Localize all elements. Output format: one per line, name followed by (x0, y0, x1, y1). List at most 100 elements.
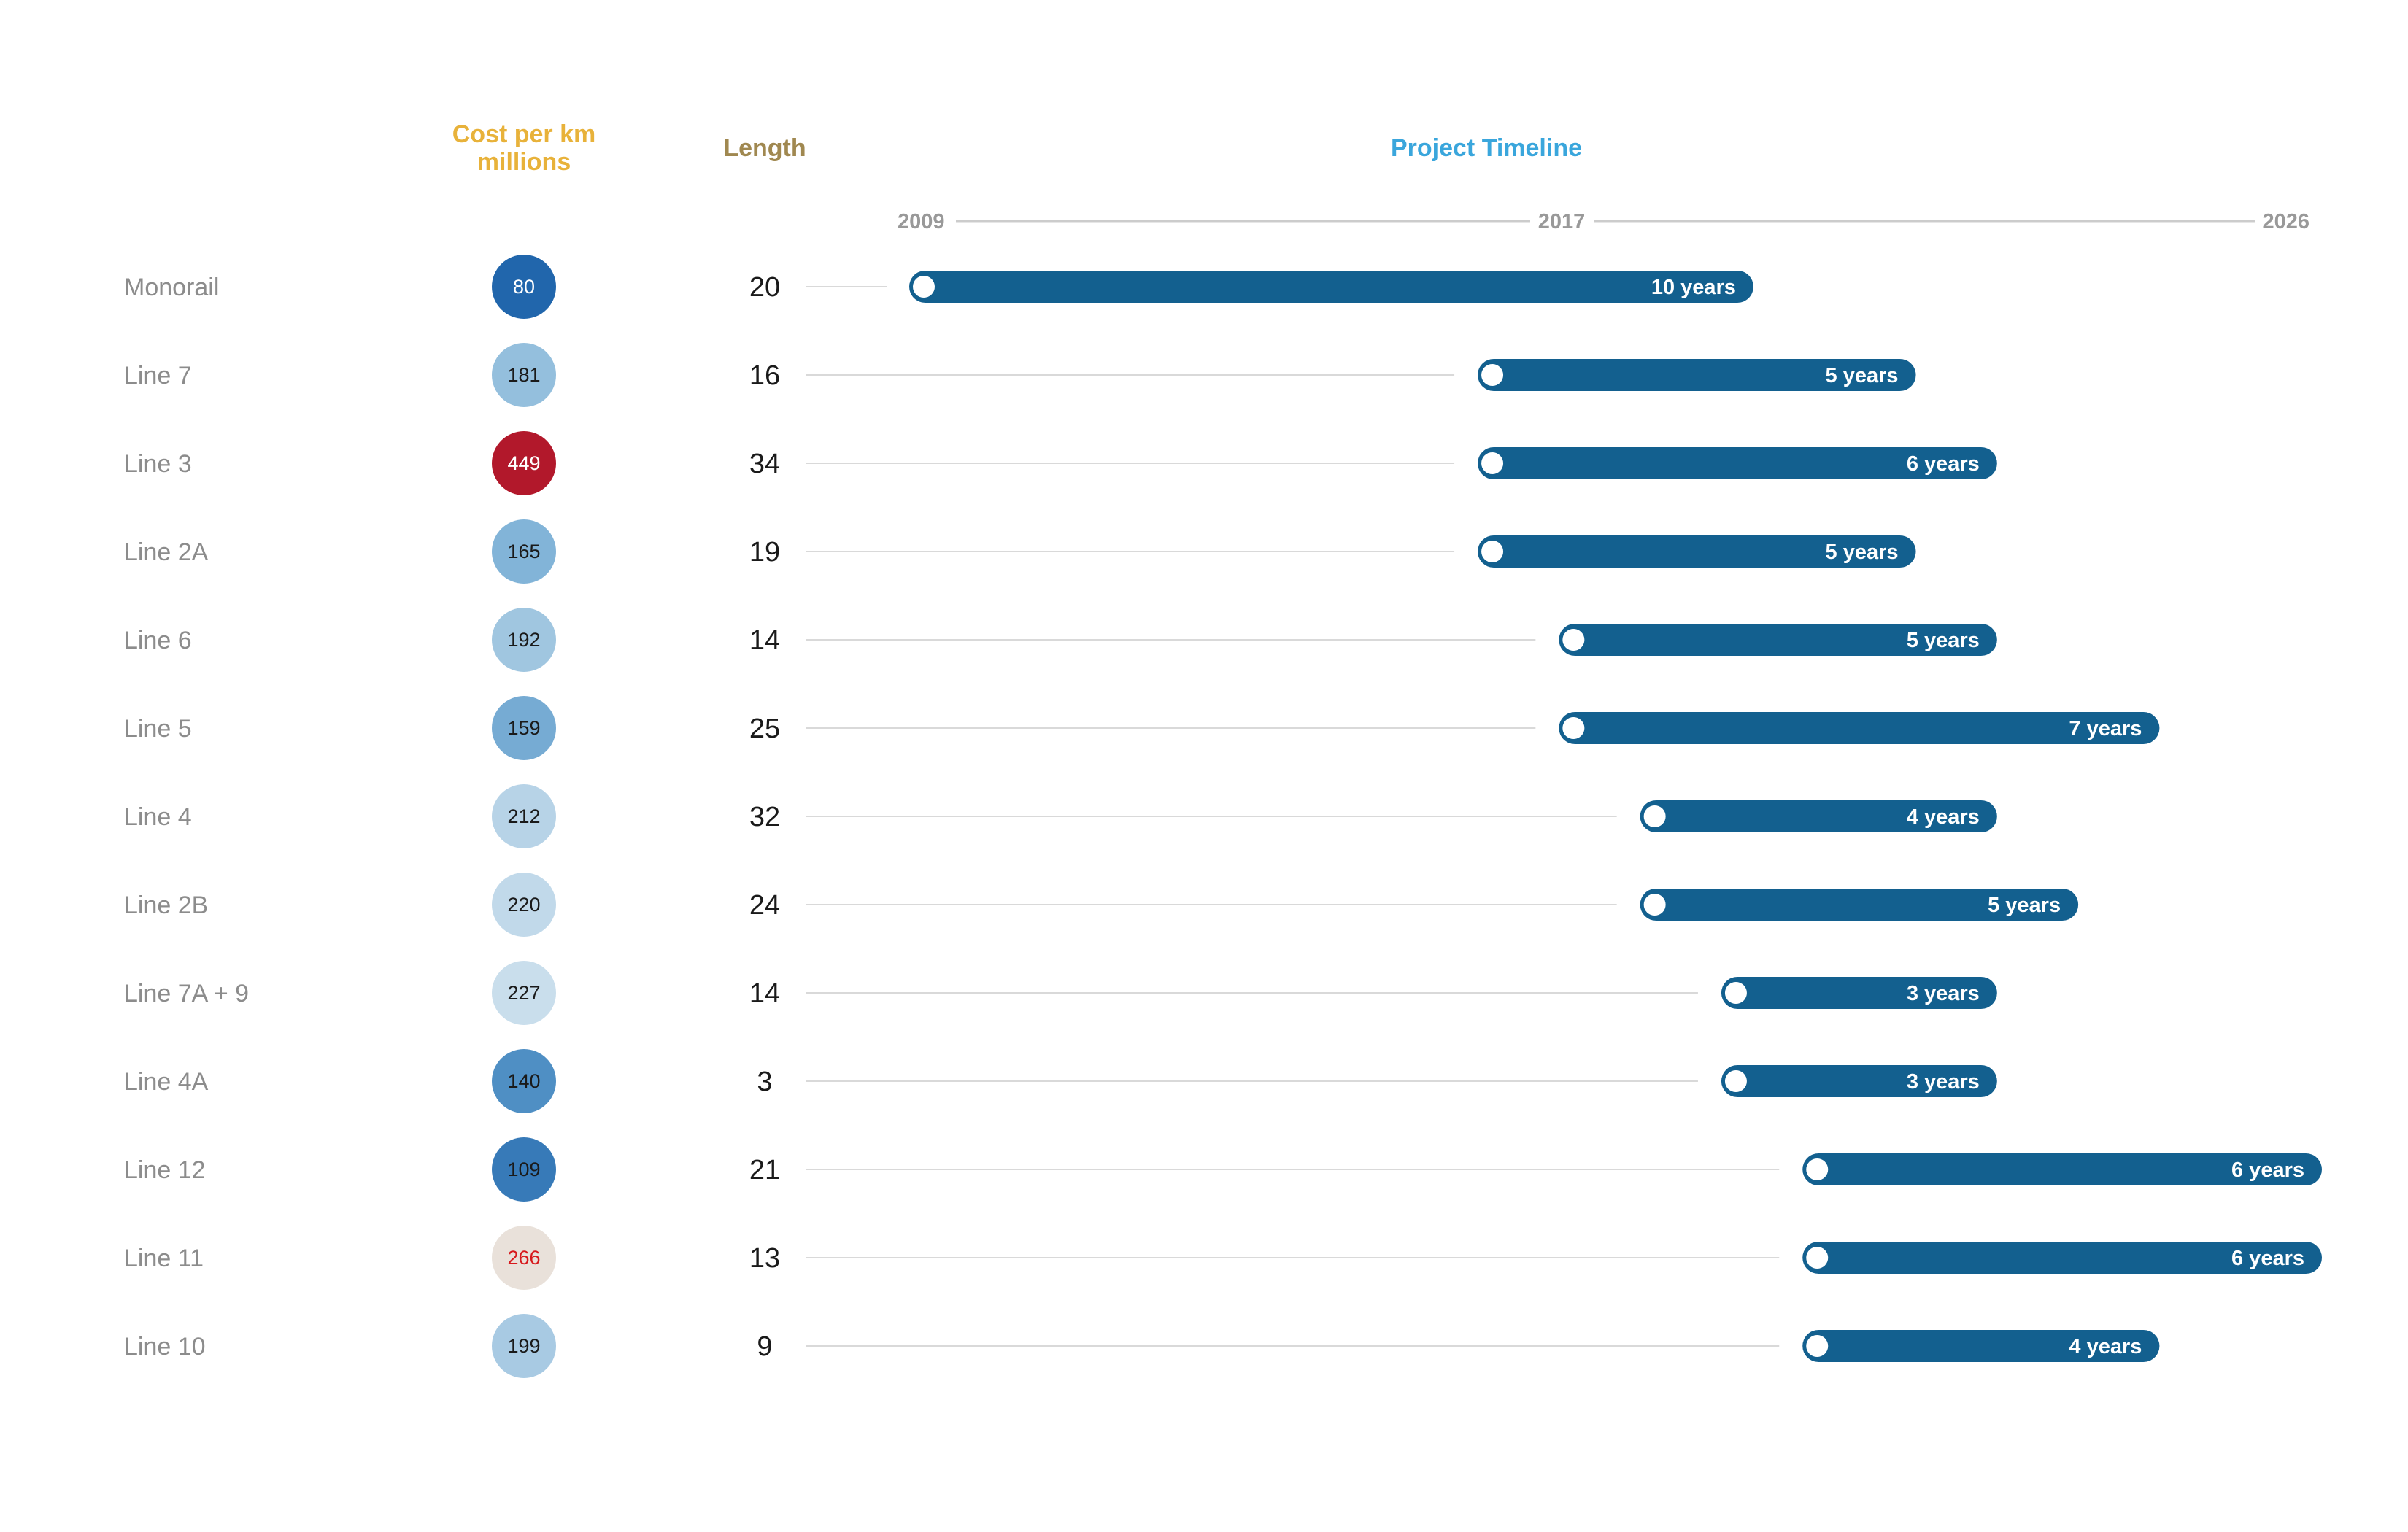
cost-value: 181 (507, 364, 540, 386)
start-marker (1806, 1335, 1829, 1357)
duration-label: 4 years (1907, 805, 1980, 829)
start-marker (1643, 805, 1666, 827)
length-header: Length (723, 134, 806, 162)
row-label: Line 11 (124, 1245, 204, 1272)
timeline-bar (1478, 359, 1916, 391)
cost-circle (492, 343, 556, 407)
duration-label: 3 years (1907, 982, 1980, 1005)
table-row: Line 6 192 14 5 years (124, 608, 1997, 672)
duration-label: 5 years (1826, 541, 1899, 564)
row-label: Line 2A (124, 538, 209, 566)
cost-circle (492, 873, 556, 937)
table-row: Line 11 266 13 6 years (124, 1226, 2322, 1290)
cost-circle (492, 1226, 556, 1290)
duration-label: 6 years (1907, 452, 1980, 476)
column-headers: Cost per km millions Length Project Time… (452, 120, 1582, 176)
timeline-bar (1559, 712, 2160, 744)
cost-circle (492, 1137, 556, 1202)
timeline-bar (1802, 1153, 2322, 1185)
start-marker (913, 276, 935, 298)
start-marker (1724, 1070, 1747, 1092)
start-marker (1562, 717, 1585, 739)
table-row: Line 10 199 9 4 years (124, 1314, 2160, 1378)
length-value: 20 (749, 272, 780, 303)
duration-label: 4 years (2069, 1335, 2142, 1358)
cost-value: 192 (507, 629, 540, 651)
table-row: Line 2A 165 19 5 years (124, 519, 1916, 584)
cost-value: 266 (507, 1247, 540, 1269)
row-label: Monorail (124, 274, 219, 301)
table-row: Line 4A 140 3 3 years (124, 1049, 1997, 1113)
row-label: Line 7A + 9 (124, 980, 249, 1007)
duration-label: 10 years (1651, 276, 1736, 299)
timeline-bar (1802, 1242, 2322, 1274)
cost-value: 199 (507, 1335, 540, 1357)
cost-value: 109 (507, 1158, 540, 1180)
cost-value: 159 (507, 717, 540, 739)
timeline-bar (909, 271, 1753, 303)
length-value: 3 (757, 1067, 772, 1097)
timeline-bar (1559, 624, 1997, 656)
cost-circle (492, 1314, 556, 1378)
length-value: 19 (749, 537, 780, 568)
start-marker (1481, 364, 1504, 386)
table-row: Line 5 159 25 7 years (124, 696, 2160, 760)
duration-label: 5 years (1826, 364, 1899, 387)
duration-label: 5 years (1907, 629, 1980, 652)
cost-circle (492, 1049, 556, 1113)
table-row: Line 2B 220 24 5 years (124, 873, 2079, 937)
cost-circle (492, 431, 556, 495)
timeline-bar (1640, 889, 2079, 921)
start-marker (1724, 982, 1747, 1004)
table-row: Line 12 109 21 6 years (124, 1137, 2322, 1202)
cost-value: 449 (507, 452, 540, 474)
timeline-bar (1802, 1330, 2160, 1362)
length-value: 13 (749, 1243, 780, 1274)
start-marker (1562, 629, 1585, 651)
duration-label: 3 years (1907, 1070, 1980, 1094)
row-label: Line 7 (124, 362, 192, 390)
row-label: Line 12 (124, 1156, 206, 1184)
start-marker (1643, 894, 1666, 916)
length-value: 25 (749, 713, 780, 744)
cost-circle (492, 608, 556, 672)
cost-value: 165 (507, 541, 540, 562)
row-label: Line 5 (124, 715, 192, 743)
start-marker (1481, 541, 1504, 562)
cost-value: 80 (513, 276, 535, 298)
start-marker (1806, 1247, 1829, 1269)
timeline-bar (1478, 535, 1916, 568)
timeline-axis: 2009 2017 2026 (898, 210, 2309, 233)
cost-header-line1: Cost per km (452, 120, 596, 148)
cost-value: 140 (507, 1070, 540, 1092)
table-row: Monorail 80 20 10 years (124, 255, 1753, 319)
timeline-bar (1721, 977, 1997, 1009)
duration-label: 5 years (1988, 894, 2061, 917)
duration-label: 6 years (2231, 1247, 2304, 1270)
cost-header-line2: millions (477, 148, 571, 176)
length-value: 9 (757, 1331, 772, 1362)
length-value: 16 (749, 360, 780, 391)
cost-circle (492, 255, 556, 319)
duration-label: 7 years (2069, 717, 2142, 740)
row-label: Line 2B (124, 891, 208, 919)
length-value: 34 (749, 449, 780, 479)
cost-circle (492, 519, 556, 584)
duration-label: 6 years (2231, 1158, 2304, 1182)
length-value: 32 (749, 802, 780, 832)
cost-value: 212 (507, 805, 540, 827)
table-row: Line 4 212 32 4 years (124, 784, 1997, 848)
cost-circle (492, 961, 556, 1025)
timeline-header: Project Timeline (1391, 134, 1582, 162)
timeline-tick-label: 2009 (898, 210, 945, 233)
cost-value: 227 (507, 982, 540, 1004)
table-row: Line 3 449 34 6 years (124, 431, 1997, 495)
timeline-bar (1721, 1065, 1997, 1097)
row-label: Line 4 (124, 803, 192, 831)
row-label: Line 3 (124, 450, 192, 478)
timeline-tick-label: 2017 (1538, 210, 1586, 233)
cost-circle (492, 696, 556, 760)
length-value: 14 (749, 625, 780, 656)
